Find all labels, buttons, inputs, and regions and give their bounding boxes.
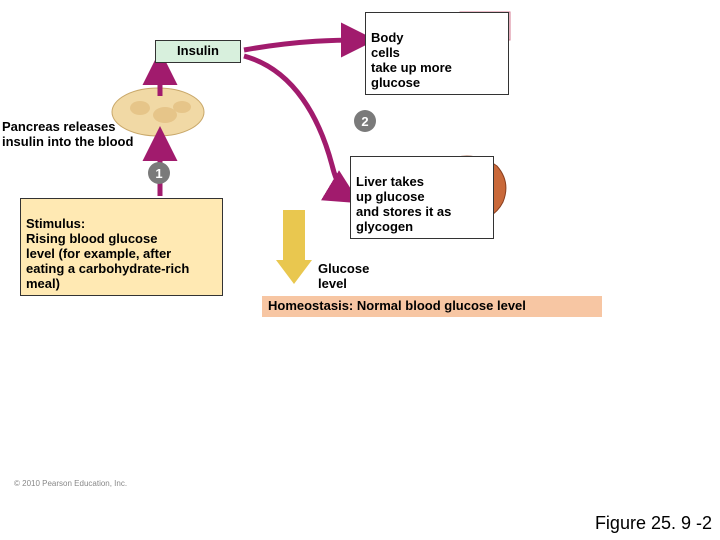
insulin-box: Insulin bbox=[155, 40, 241, 63]
badge-1: 1 bbox=[148, 162, 170, 184]
insulin-label: Insulin bbox=[177, 43, 219, 58]
liver-box: Liver takes up glucose and stores it as … bbox=[350, 156, 494, 239]
stimulus-box: Stimulus: Rising blood glucose level (fo… bbox=[20, 198, 223, 296]
copyright-text: © 2010 Pearson Education, Inc. bbox=[14, 479, 127, 488]
body-cells-box: Body cells take up more glucose bbox=[365, 12, 509, 95]
figure-number: Figure 25. 9 -2 bbox=[595, 513, 712, 534]
glucose-down-arrow bbox=[276, 210, 312, 284]
stimulus-text: Stimulus: Rising blood glucose level (fo… bbox=[26, 216, 189, 291]
arrow-insulin-to-liver bbox=[244, 56, 348, 196]
pancreas-label: Pancreas releases insulin into the blood bbox=[2, 105, 172, 150]
badge-2: 2 bbox=[354, 110, 376, 132]
glucose-label: Glucose level bbox=[318, 247, 369, 292]
homeostasis-text: Homeostasis: Normal blood glucose level bbox=[268, 298, 526, 313]
homeostasis-bar: Homeostasis: Normal blood glucose level bbox=[262, 296, 602, 317]
arrow-insulin-to-cells bbox=[244, 40, 362, 50]
liver-text: Liver takes up glucose and stores it as … bbox=[356, 174, 451, 234]
body-cells-text: Body cells take up more glucose bbox=[371, 30, 452, 90]
